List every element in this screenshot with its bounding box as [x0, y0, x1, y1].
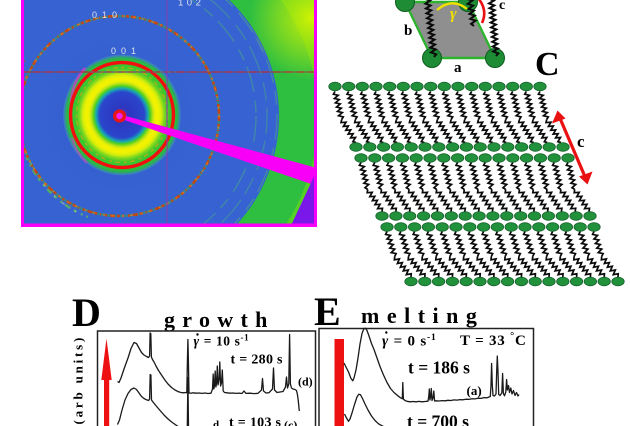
- svg-text:b: b: [404, 23, 412, 39]
- svg-text:D: D: [72, 290, 101, 335]
- svg-text:E: E: [314, 289, 341, 334]
- svg-text:t = 103 s: t = 103 s: [229, 416, 282, 426]
- svg-text:γ = 0 s-1: γ = 0 s-1: [382, 333, 437, 350]
- svg-text:(d): (d): [298, 375, 313, 389]
- svg-text:001: 001: [111, 46, 141, 56]
- svg-text:T = 33 °C: T = 33 °C: [460, 331, 527, 349]
- svg-text:growth: growth: [164, 307, 275, 332]
- svg-text:t = 700 s: t = 700 s: [407, 412, 469, 426]
- svg-text:d.: d.: [213, 419, 222, 426]
- svg-text:(c): (c): [284, 418, 297, 426]
- svg-text:102: 102: [178, 0, 204, 9]
- svg-text:c: c: [499, 0, 505, 13]
- svg-text:c: c: [577, 132, 585, 151]
- svg-text:(arb units): (arb units): [71, 335, 86, 425]
- svg-text:γ: γ: [450, 6, 457, 23]
- svg-text:(a): (a): [467, 383, 482, 398]
- svg-text:γ = 10 s-1: γ = 10 s-1: [194, 333, 250, 349]
- svg-text:C: C: [535, 46, 560, 83]
- svg-text:a: a: [454, 60, 462, 76]
- svg-text:melting: melting: [361, 303, 484, 328]
- svg-text:t = 280 s: t = 280 s: [231, 353, 284, 368]
- svg-text:010: 010: [92, 10, 122, 20]
- svg-text:t = 186 s: t = 186 s: [408, 358, 470, 378]
